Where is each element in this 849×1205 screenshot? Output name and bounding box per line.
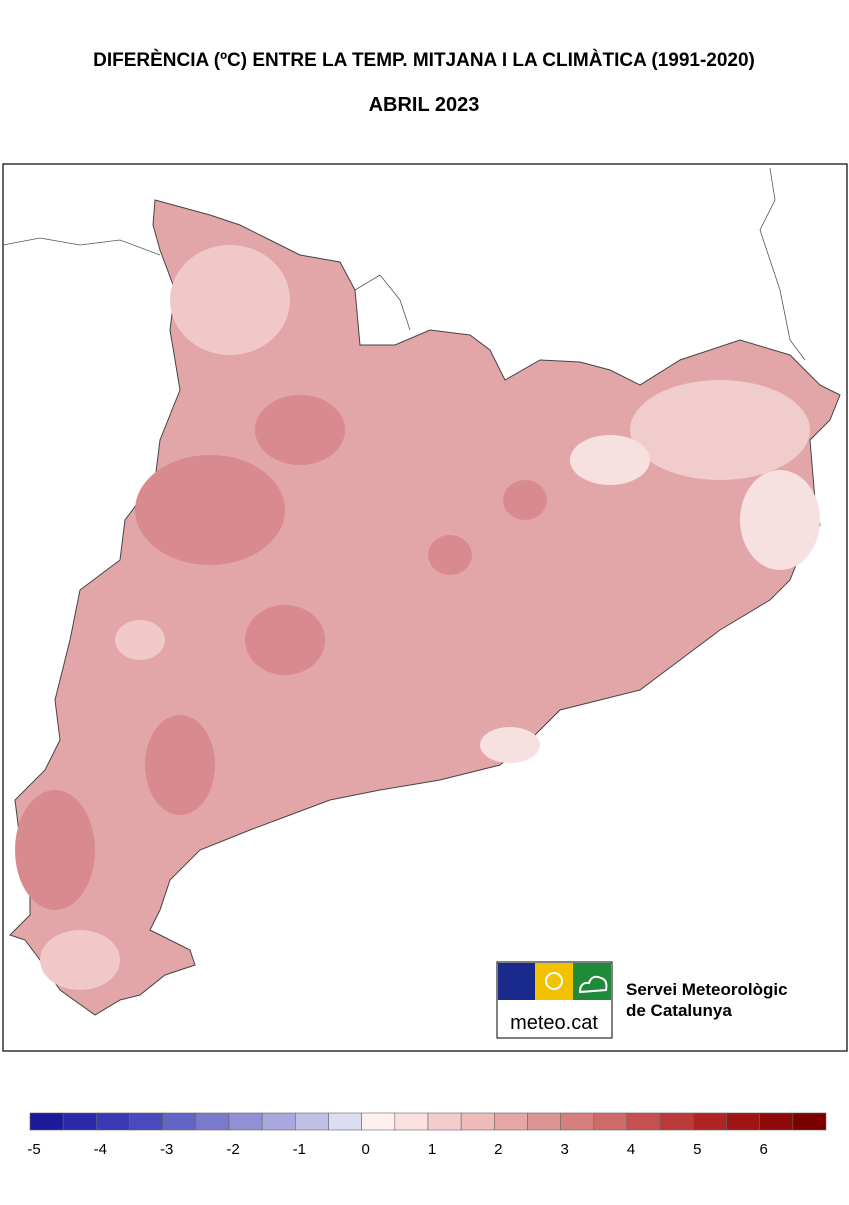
colorbar: -5 -4 -3 -2 -1 0 1 2 3 4 5 6 [27,1112,827,1158]
colorbar-swatch [759,1112,794,1131]
colorbar-tick-label: 3 [560,1141,568,1158]
logo-icon [578,975,608,994]
anomaly-area [170,245,290,355]
logo: meteo.cat Servei Meteorològic de Catalun… [496,961,788,1039]
colorbar-swatch [162,1112,197,1131]
colorbar-tick-label: 2 [494,1141,502,1158]
anomaly-area [40,930,120,990]
colorbar-swatch [394,1112,429,1131]
colorbar-swatch [494,1112,528,1131]
colorbar-swatch [659,1112,694,1131]
logo-icon [545,972,563,990]
colorbar-swatch [228,1112,263,1131]
colorbar-tick-label: 0 [361,1141,369,1158]
colorbar-swatch [427,1112,462,1131]
border [2,237,161,256]
anomaly-area [570,435,650,485]
colorbar-swatch [693,1112,727,1131]
region-outline [9,199,841,1016]
title: DIFERÈNCIA (ºC) ENTRE LA TEMP. MITJANA I… [93,49,755,71]
anomaly-area [245,605,325,675]
colorbar-tick-label: -1 [293,1141,306,1158]
map [2,167,841,1016]
colorbar-tick-label: -5 [27,1141,40,1158]
colorbar-swatch [626,1112,661,1131]
logo-brand: meteo.cat [510,1012,598,1034]
colorbar-swatch [726,1112,760,1131]
anomaly-area [740,470,820,570]
anomaly-area [480,727,540,763]
border [354,274,411,331]
colorbar-swatch [62,1112,97,1131]
subtitle: ABRIL 2023 [369,94,480,116]
colorbar-swatch [460,1112,495,1131]
colorbar-tick-label: 1 [428,1141,436,1158]
colorbar-swatch [29,1112,64,1131]
colorbar-swatch [560,1112,595,1131]
colorbar-swatch [527,1112,561,1131]
border [759,167,806,361]
colorbar-tick-label: 4 [627,1141,635,1158]
logo-icon [498,963,535,1000]
colorbar-tick-label: -3 [160,1141,173,1158]
logo-org: Servei Meteorològic [626,980,788,999]
colorbar-tick-label: 6 [759,1141,767,1158]
anomaly-area [145,715,215,815]
anomaly-area [115,620,165,660]
anomaly-area [135,455,285,565]
colorbar-swatch [261,1112,296,1131]
anomaly-area [255,395,345,465]
anomaly-area [15,790,95,910]
colorbar-tick-label: -4 [94,1141,107,1158]
colorbar-swatch [593,1112,628,1131]
colorbar-swatch [792,1112,827,1131]
anomaly-area [503,480,547,520]
colorbar-swatch [328,1112,362,1131]
colorbar-swatch [195,1112,230,1131]
colorbar-tick-label: -2 [226,1141,239,1158]
logo-icon [535,963,573,1000]
anomaly-area [630,380,810,480]
colorbar-swatch [361,1112,396,1131]
colorbar-tick-label: 5 [693,1141,701,1158]
colorbar-swatch [129,1112,163,1131]
colorbar-swatch [96,1112,130,1131]
logo-org: de Catalunya [626,1001,732,1020]
anomaly-area [428,535,472,575]
colorbar-swatch [295,1112,329,1131]
